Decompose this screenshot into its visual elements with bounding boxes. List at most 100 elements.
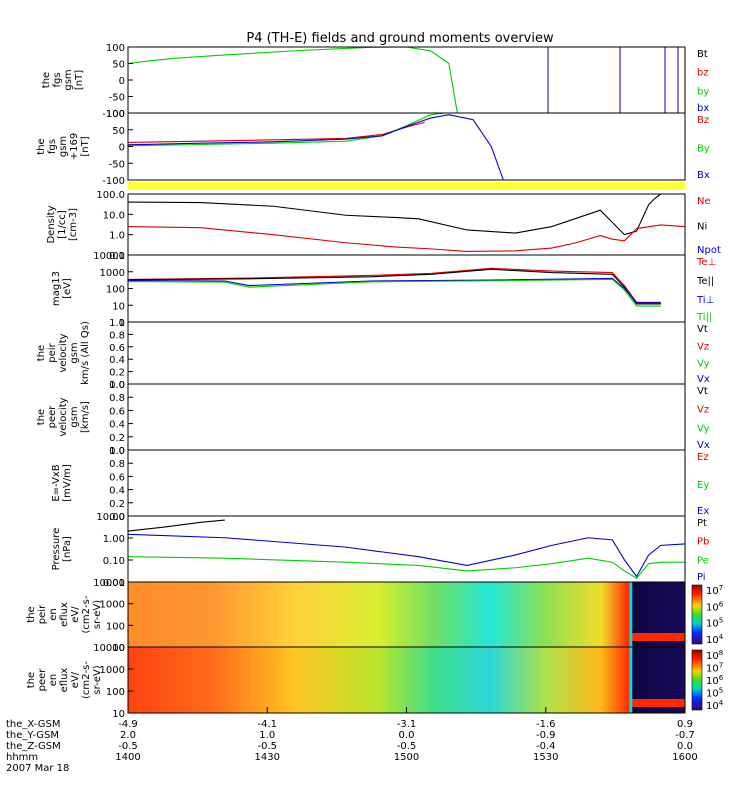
y-tick-label: 0.6 [109, 472, 125, 483]
y-axis-label: the [41, 72, 52, 88]
panel-frame [127, 112, 686, 181]
y-tick-label: 10000 [93, 578, 125, 589]
y-axis-label: km/s (All Qs) [80, 321, 91, 385]
legend-Vy: Vy [697, 423, 710, 434]
y-axis-label: [cm-3] [68, 208, 79, 241]
y-axis-label: eV/ [70, 671, 81, 688]
panel-temp: 10000 1000 100 10 1 mag13 [eV] Te⊥ Te|| Ti⊥ Ti|| [51, 251, 716, 329]
data-quality-bar [128, 182, 685, 190]
y-axis-label: fgs [47, 139, 58, 154]
y-tick-label: 1.0 [109, 380, 125, 391]
y-tick-label: 0.4 [109, 355, 125, 366]
y-axis-label: sr-eV) [92, 600, 103, 629]
series-by [127, 46, 458, 114]
panel-peer_vel: 1.0 0.8 0.6 0.4 0.2 0.0 the peer velocity gsm [km/… [36, 380, 710, 457]
y-axis-label: [mV/m] [62, 464, 73, 502]
y-axis-label: [nT] [74, 70, 85, 90]
y-axis-label: [eV] [62, 278, 73, 299]
y-axis-label: en [48, 674, 59, 687]
y-tick-label: 0.2 [109, 368, 125, 379]
legend-Bx: Bx [697, 170, 710, 181]
y-tick-label: 1.00 [103, 534, 125, 545]
series-Ti⊥ [127, 277, 661, 304]
y-tick-label: 0.8 [109, 330, 125, 341]
y-axis-label: [1/cc] [57, 210, 68, 239]
series-Pt [127, 519, 225, 532]
panel-frame [127, 515, 686, 583]
legend-Vz: Vz [697, 405, 709, 416]
x-tick-label: -1.6 [536, 719, 556, 730]
y-tick-label: 0 [119, 76, 125, 87]
series-Ne [127, 224, 686, 252]
series-Pe [127, 556, 685, 579]
panel-frame [127, 46, 686, 114]
legend-By: By [697, 144, 710, 155]
y-axis-label: eflux [59, 668, 70, 693]
legend-Vx: Vx [697, 374, 710, 385]
panel-efield: 1.0 0.8 0.6 0.4 0.2 0.0 E=-VxB [mV/m] Ez Ey Ex [51, 446, 709, 523]
y-axis-label: Pressure [51, 528, 62, 571]
y-tick-label: 10000 [93, 643, 125, 654]
y-tick-label: 1.0 [109, 318, 125, 329]
y-tick-label: 0.2 [109, 433, 125, 444]
legend-Vt: Vt [697, 386, 708, 397]
y-tick-label: 10.0 [103, 210, 125, 221]
y-tick-label: 0.0 [109, 512, 125, 523]
y-tick-label: 0.6 [109, 406, 125, 417]
legend-Pt: Pt [697, 518, 707, 529]
x-tick-label: 1.0 [259, 730, 275, 741]
series-Ti|| [127, 278, 661, 307]
x-row-label: the_X-GSM [6, 719, 60, 730]
y-axis-label: the [36, 138, 47, 154]
y-axis-label: gsm [58, 136, 69, 157]
y-axis-label: the [36, 409, 47, 425]
colorbar-label: 106 [706, 674, 724, 687]
spectrogram-edge [629, 582, 633, 647]
panel-frame [127, 449, 686, 517]
y-tick-label: -100 [102, 176, 125, 187]
colorbar-label: 104 [706, 699, 724, 712]
chart-title: P4 (TH-E) fields and ground moments over… [246, 31, 554, 46]
colorbar-label: 105 [706, 617, 723, 630]
series-Bx [127, 114, 504, 181]
y-axis-label: en [48, 608, 59, 621]
y-tick-label: 100 [106, 687, 125, 698]
y-axis-label: the [36, 345, 47, 361]
legend-Ti⊥: Ti⊥ [696, 295, 714, 306]
legend-by: by [697, 86, 709, 97]
panel-fgs169: 100 50 0 -50 -100 the fgs gsm +169 [nT] Bz By Bx [36, 109, 710, 187]
y-tick-label: 50 [112, 60, 125, 71]
spectrogram-band [629, 699, 685, 707]
x-tick-label: 0.0 [677, 741, 693, 752]
colorbar-label: 107 [706, 584, 723, 597]
x-tick-label: 1500 [394, 752, 419, 763]
colorbar-label: 107 [706, 662, 723, 675]
y-axis-label: Density [46, 205, 57, 243]
panel-peir_eflux: 107 106 105 104 10000 1000 100 10 the peir en eflux… [26, 578, 724, 654]
x-tick-label: -0.5 [118, 741, 138, 752]
colorbar-label: 105 [706, 687, 723, 700]
legend-Te⊥: Te⊥ [696, 257, 716, 268]
colorbar [691, 649, 703, 711]
y-tick-label: 100.0 [96, 190, 125, 201]
x-tick-label: 1530 [533, 752, 558, 763]
y-axis-label: +169 [69, 133, 80, 160]
x-row-label: the_Y-GSM [6, 730, 59, 741]
x-tick-label: -0.5 [257, 741, 277, 752]
x-tick-label: -4.1 [257, 719, 277, 730]
x-tick-label: -0.4 [536, 741, 556, 752]
y-tick-label: 100 [106, 285, 125, 296]
y-axis-label: peir [47, 342, 58, 362]
y-tick-label: 10.00 [96, 512, 125, 523]
x-tick-label: 0.9 [677, 719, 693, 730]
legend-Ex: Ex [697, 506, 709, 517]
legend-Vx: Vx [697, 440, 710, 451]
y-axis-label: velocity [58, 397, 69, 436]
y-tick-label: 10 [112, 709, 125, 720]
y-axis-label: gsm [63, 69, 74, 90]
y-tick-label: -100 [102, 109, 125, 120]
legend-Ez: Ez [697, 452, 709, 463]
y-axis-label: [km/s] [80, 401, 91, 433]
